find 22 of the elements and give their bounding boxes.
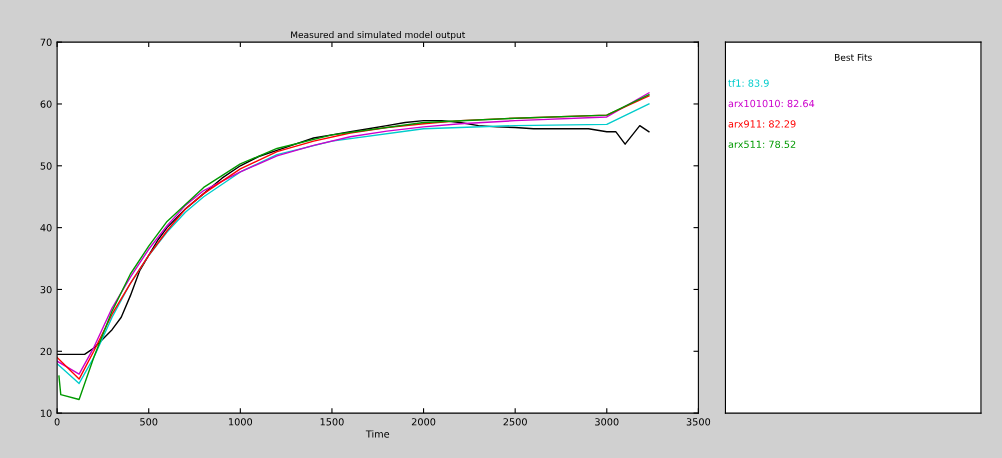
y-tick-label: 10 — [40, 409, 52, 417]
x-tick-label: 3500 — [686, 418, 711, 426]
chart-title: Measured and simulated model output — [291, 31, 466, 40]
y-tick-label: 50 — [40, 162, 52, 170]
x-tick-label: 2500 — [503, 418, 527, 426]
y-tick-label: 30 — [40, 285, 52, 294]
x-tick-label: 500 — [140, 418, 158, 426]
text: arx511: 78.52 — [728, 140, 796, 148]
y-tick-label: 40 — [40, 224, 52, 232]
y-tick-label: 20 — [40, 347, 52, 356]
x-axis-title: Time — [365, 430, 390, 438]
y-tick-label: 70 — [40, 38, 52, 46]
legend-title: Best Fits — [835, 53, 872, 61]
text: tf1: 83.9 — [728, 79, 769, 87]
text: arx911: 82.29 — [728, 120, 796, 128]
x-tick-label: 0 — [54, 418, 60, 426]
text: arx101010: 82.64 — [728, 99, 815, 108]
x-tick-label: 1500 — [320, 418, 344, 426]
x-tick-label: 1000 — [229, 418, 253, 426]
x-tick-label: 2000 — [411, 418, 436, 426]
y-tick-label: 60 — [40, 100, 52, 108]
x-tick-label: 3000 — [595, 418, 619, 426]
